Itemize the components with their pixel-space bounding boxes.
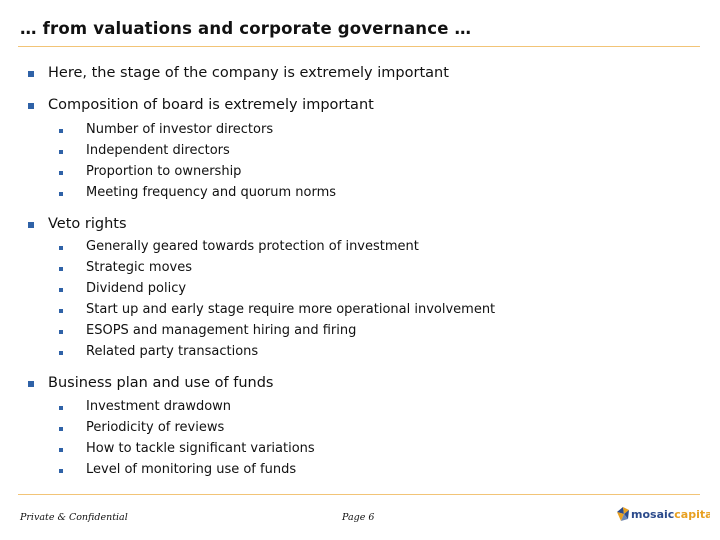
- section-heading: Here, the stage of the company is extrem…: [48, 65, 449, 81]
- sub-bullet: [59, 330, 63, 334]
- sub-item: ESOPS and management hiring and firing: [86, 323, 357, 338]
- section-bullet: [28, 103, 34, 109]
- sub-item: Meeting frequency and quorum norms: [86, 185, 337, 200]
- sub-item: Start up and early stage require more op…: [86, 302, 496, 317]
- sub-bullet: [59, 288, 63, 292]
- sub-item: Generally geared towards protection of i…: [86, 239, 419, 254]
- sub-bullet: [59, 309, 63, 313]
- footer-rule: [18, 494, 700, 495]
- logo-mark-icon: [617, 507, 629, 521]
- sub-bullet: [59, 150, 63, 154]
- sub-item: Number of investor directors: [86, 122, 274, 137]
- sub-bullet: [59, 246, 63, 250]
- sub-item: Related party transactions: [86, 344, 259, 359]
- sub-item: Dividend policy: [86, 281, 187, 296]
- section-bullet: [28, 71, 34, 77]
- sub-bullet: [59, 427, 63, 431]
- section-heading: Business plan and use of funds: [48, 375, 274, 391]
- company-logo: mosaiccapital: [617, 507, 710, 521]
- sub-bullet: [59, 129, 63, 133]
- section-heading: Composition of board is extremely import…: [48, 97, 374, 113]
- footer-confidential: Private & Confidential: [20, 512, 128, 523]
- sub-item: Independent directors: [86, 143, 230, 158]
- sub-bullet: [59, 448, 63, 452]
- sub-item: Investment drawdown: [86, 399, 232, 414]
- sub-item: Strategic moves: [86, 260, 192, 275]
- sub-item: Proportion to ownership: [86, 164, 242, 179]
- sub-bullet: [59, 192, 63, 196]
- sub-bullet: [59, 267, 63, 271]
- section-heading: Veto rights: [48, 216, 127, 232]
- section-bullet: [28, 381, 34, 387]
- title-rule: [18, 46, 700, 47]
- footer-page-number: Page 6: [342, 512, 375, 523]
- sub-item: Level of monitoring use of funds: [86, 462, 297, 477]
- slide-title: … from valuations and corporate governan…: [20, 19, 472, 38]
- logo-text-mosaic: mosaic: [631, 508, 674, 521]
- sub-bullet: [59, 406, 63, 410]
- section-bullet: [28, 222, 34, 228]
- sub-item: Periodicity of reviews: [86, 420, 225, 435]
- sub-bullet: [59, 351, 63, 355]
- svg-text:mosaiccapital: mosaiccapital: [631, 508, 710, 521]
- sub-bullet: [59, 171, 63, 175]
- sub-item: How to tackle significant variations: [86, 441, 315, 456]
- logo-text-capital: capital: [674, 508, 710, 521]
- sub-bullet: [59, 469, 63, 473]
